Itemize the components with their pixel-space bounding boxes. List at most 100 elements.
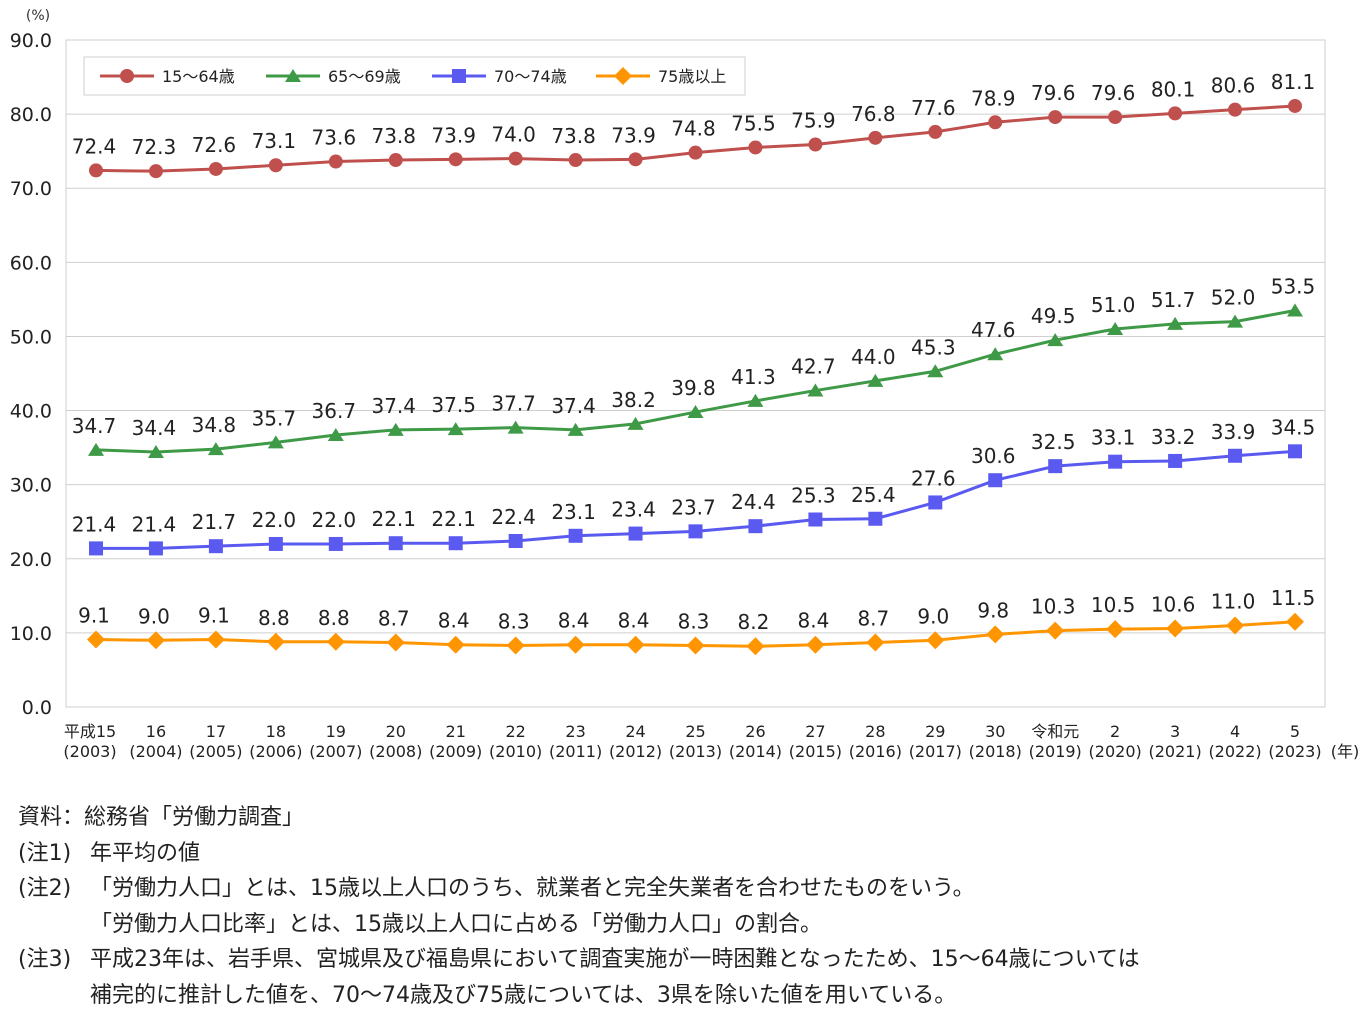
data-point (748, 140, 763, 155)
data-point (1287, 303, 1303, 317)
data-point (1168, 453, 1183, 468)
note1-text: 年平均の値 (90, 840, 201, 866)
data-label: 9.1 (198, 604, 230, 628)
data-point (148, 541, 163, 556)
data-point (1108, 454, 1123, 469)
data-point (566, 635, 585, 654)
data-label: 41.3 (731, 365, 776, 389)
data-point (1226, 616, 1245, 635)
x-tick-year: (2023) (1268, 742, 1321, 761)
data-label: 33.9 (1211, 420, 1256, 444)
data-label: 73.8 (371, 124, 416, 148)
data-point (928, 124, 943, 139)
x-tick-label: 23 (565, 722, 585, 741)
data-point (1048, 459, 1063, 474)
data-label: 34.4 (132, 416, 177, 440)
data-point (626, 635, 645, 654)
data-label: 73.6 (312, 126, 357, 150)
data-point (448, 536, 463, 551)
data-label: 81.1 (1271, 70, 1316, 94)
data-point (1107, 322, 1124, 336)
data-point (1286, 612, 1304, 631)
x-tick-label: 平成15 (64, 722, 116, 741)
source-note: 資料：総務省「労働力調査」 (18, 805, 305, 830)
data-label: 51.0 (1091, 293, 1136, 317)
data-label: 76.8 (851, 102, 896, 126)
data-label: 51.7 (1151, 288, 1196, 312)
data-point (988, 115, 1003, 130)
data-point (1288, 444, 1302, 459)
data-point (1167, 316, 1184, 330)
x-tick-label: 24 (625, 722, 645, 741)
x-tick-label: 28 (865, 722, 885, 741)
data-point (747, 393, 764, 407)
data-label: 11.0 (1211, 589, 1256, 613)
data-point (146, 631, 165, 650)
x-tick-year: (2015) (789, 742, 842, 761)
legend-label: 65〜69歳 (328, 67, 401, 86)
data-label: 42.7 (791, 355, 836, 379)
data-label: 36.7 (312, 399, 357, 423)
data-label: 45.3 (911, 335, 956, 359)
data-label: 10.6 (1151, 592, 1196, 616)
data-point (1288, 98, 1302, 113)
data-label: 8.4 (797, 609, 829, 633)
data-point (687, 405, 704, 419)
data-label: 9.0 (917, 604, 949, 628)
data-point (1228, 448, 1243, 463)
x-unit-label: (年) (1331, 742, 1360, 761)
data-label: 73.9 (611, 123, 656, 147)
y-tick-label: 50.0 (10, 326, 52, 348)
data-point (806, 635, 825, 654)
footnotes: 資料：総務省「労働力調査」 (注1) 年平均の値 (注2) 「労働力人口」とは、15… (18, 800, 1140, 1013)
data-point (1166, 619, 1185, 638)
data-label: 8.4 (558, 609, 590, 633)
data-point (208, 539, 223, 554)
data-label: 33.1 (1091, 426, 1136, 450)
data-point (388, 536, 403, 551)
data-label: 22.0 (252, 508, 297, 532)
data-point (447, 422, 464, 436)
data-point (208, 161, 223, 176)
data-point (508, 533, 523, 548)
x-tick-year: (2009) (429, 742, 482, 761)
data-label: 72.4 (72, 134, 117, 158)
x-tick-year: (2020) (1089, 742, 1142, 761)
data-point (986, 625, 1005, 644)
data-point (89, 541, 103, 556)
data-point (268, 158, 283, 173)
data-point (1047, 333, 1064, 347)
data-point (327, 428, 344, 442)
x-tick-year: (2013) (669, 742, 722, 761)
legend-marker (452, 69, 466, 83)
y-tick-label: 10.0 (10, 623, 52, 645)
data-point (867, 373, 884, 387)
data-point (506, 636, 525, 655)
x-tick-label: 20 (386, 722, 406, 741)
data-label: 34.5 (1271, 415, 1316, 439)
data-label: 79.6 (1031, 81, 1076, 105)
data-label: 10.5 (1091, 593, 1136, 617)
x-tick-label: 19 (326, 722, 346, 741)
data-label: 73.1 (252, 129, 297, 153)
y-tick-label: 70.0 (10, 178, 52, 200)
legend-marker (614, 67, 632, 85)
x-tick-label: 21 (446, 722, 466, 741)
data-label: 22.4 (491, 505, 536, 529)
x-tick-year: (2003) (63, 742, 116, 761)
data-label: 74.8 (671, 117, 716, 141)
data-point (688, 145, 703, 160)
data-label: 21.4 (72, 512, 117, 536)
data-label: 37.4 (551, 394, 596, 418)
data-point (328, 154, 343, 169)
x-tick-label: 27 (805, 722, 825, 741)
data-point (148, 164, 163, 179)
note3-tag: (注3) (18, 947, 72, 972)
x-tick-label: 2 (1110, 722, 1120, 741)
x-tick-label: 16 (146, 722, 166, 741)
x-tick-label: 26 (745, 722, 765, 741)
data-point (446, 635, 465, 654)
data-label: 23.7 (671, 495, 716, 519)
data-label: 11.5 (1271, 586, 1316, 610)
x-tick-year: (2016) (849, 742, 902, 761)
